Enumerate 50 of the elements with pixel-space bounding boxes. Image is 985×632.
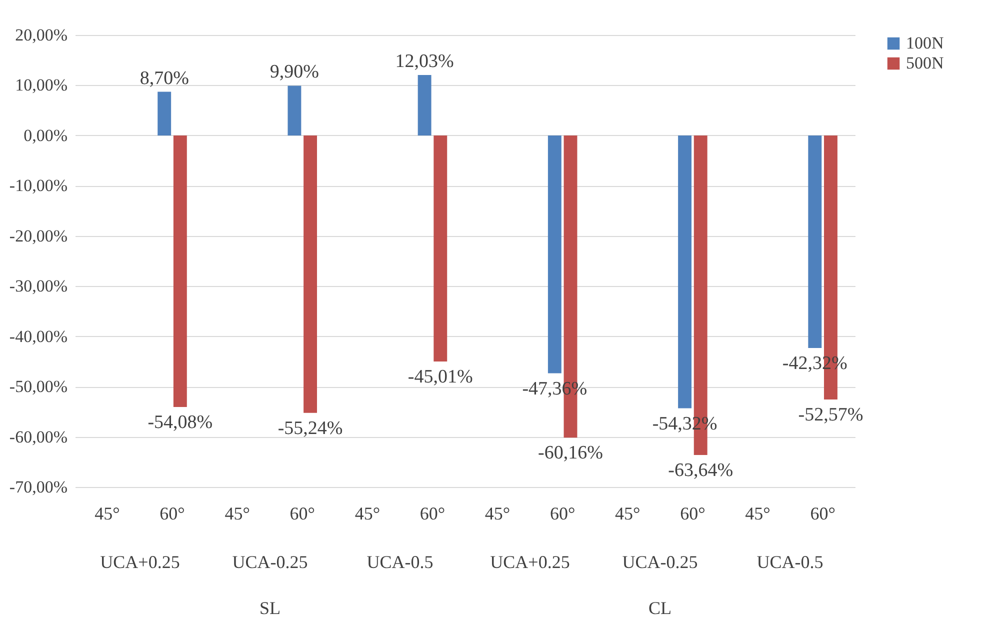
y-tick-label: -50,00% xyxy=(9,377,68,396)
x-tick-label: 60° xyxy=(680,504,706,524)
x-tick-label: 60° xyxy=(420,504,446,524)
data-label: -63,64% xyxy=(668,460,734,482)
y-tick-label: -20,00% xyxy=(9,226,68,246)
text: UCA-0.25 xyxy=(232,552,308,572)
data-label: -60,16% xyxy=(538,442,604,464)
data-label: 9,90% xyxy=(270,62,320,83)
x-tick-label: 45° xyxy=(94,504,120,524)
x-tick-label: 45° xyxy=(224,504,250,524)
x-tick-label: 45° xyxy=(484,504,510,524)
text: UCA-0.5 xyxy=(366,552,434,572)
x-tick-label: 60° xyxy=(550,504,576,524)
text: UCA-0.25 xyxy=(622,552,698,572)
bar xyxy=(678,135,692,408)
x-tick-label: 60° xyxy=(810,504,836,524)
y-tick-label: -70,00% xyxy=(9,478,68,496)
y-tick-label: 20,00% xyxy=(15,26,68,44)
bar xyxy=(808,135,822,348)
data-label: 12,03% xyxy=(395,51,454,72)
x-tick-label: 60° xyxy=(290,504,315,524)
x-tick-label: 60° xyxy=(160,504,185,524)
text: SL xyxy=(259,598,281,618)
y-tick-label: -40,00% xyxy=(9,326,68,346)
data-label: -54,08% xyxy=(148,412,213,434)
bar xyxy=(548,135,562,374)
y-tick-label: 10,00% xyxy=(15,76,68,95)
bar xyxy=(288,86,302,136)
y-tick-label: -10,00% xyxy=(9,176,68,196)
y-tick-label: -60,00% xyxy=(9,427,68,446)
bar xyxy=(173,135,187,408)
bar xyxy=(434,135,448,362)
bar xyxy=(158,92,172,136)
legend-label: 500N xyxy=(906,54,944,72)
data-label: -55,24% xyxy=(278,418,343,439)
text: UCA+0.25 xyxy=(100,552,180,572)
bar xyxy=(304,135,317,413)
x-tick-label: 45° xyxy=(745,504,770,524)
legend-label: 100N xyxy=(906,34,944,52)
x-tick-label: 45° xyxy=(615,504,640,524)
data-label: 8,70% xyxy=(140,68,190,89)
x-tick-label: 45° xyxy=(354,504,380,524)
data-label: -52,57% xyxy=(798,404,864,426)
bar xyxy=(418,75,432,136)
y-tick-label: 0,00% xyxy=(24,126,68,145)
text: UCA-0.5 xyxy=(756,552,824,572)
data-label: -45,01% xyxy=(408,366,474,388)
text: UCA+0.25 xyxy=(490,552,570,572)
y-tick-label: -30,00% xyxy=(9,276,68,296)
text: CL xyxy=(648,598,672,618)
